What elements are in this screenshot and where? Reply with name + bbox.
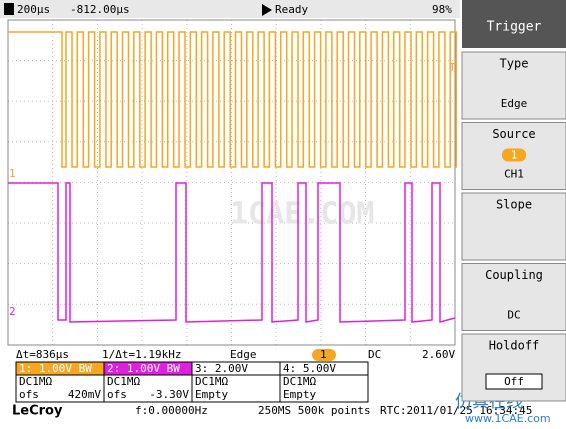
channel-coupling: DC1MΩ xyxy=(107,375,140,388)
icon xyxy=(262,4,272,16)
channel-header: 3: 2.00V xyxy=(195,362,248,375)
menu-title-bg xyxy=(462,0,566,48)
menu-button[interactable] xyxy=(461,333,566,402)
channel-offset-label: ofs xyxy=(19,388,39,401)
menu-label: Coupling xyxy=(485,268,543,282)
channel-offset: -3.30V xyxy=(149,388,189,401)
channel-coupling: DC1MΩ xyxy=(283,375,316,388)
grid xyxy=(8,20,455,345)
menu-value: Edge xyxy=(501,97,528,110)
icon xyxy=(4,3,14,15)
source-badge xyxy=(312,349,336,361)
ch1-trace xyxy=(8,31,457,168)
watermark-url: www.1CAE.com xyxy=(465,412,551,425)
delay: -812.00µs xyxy=(70,3,130,16)
trigger-source: 1 xyxy=(320,348,327,361)
brand: LeCroy xyxy=(12,404,63,419)
menu-button[interactable] xyxy=(461,51,566,120)
channel-header: 4: 5.00V xyxy=(283,362,336,375)
channel-coupling: DC1MΩ xyxy=(19,375,52,388)
battery: 98% xyxy=(432,3,452,16)
frequency: f:0.00000Hz xyxy=(135,404,208,417)
sampling: 250MS 500k points xyxy=(258,404,371,417)
channel-coupling: DC1MΩ xyxy=(195,375,228,388)
menu-value: DC xyxy=(507,309,520,322)
badge xyxy=(502,148,526,162)
ch2-marker: 2 xyxy=(9,305,16,318)
menu-label: Holdoff xyxy=(489,339,540,353)
channel-header: 2: 1.00V BW xyxy=(107,362,180,375)
trigger-marker: T xyxy=(449,61,456,74)
channel-offset: 420mV xyxy=(68,388,101,401)
menu-title: Trigger xyxy=(487,20,542,35)
ch2-trace xyxy=(8,182,456,323)
menu-label: Source xyxy=(492,127,535,141)
state: Ready xyxy=(275,3,308,16)
trigger-type: Edge xyxy=(230,348,257,361)
menu-label: Slope xyxy=(496,198,532,212)
menu-value: Off xyxy=(504,375,524,388)
timebase: 200µs xyxy=(17,3,50,16)
menu-button[interactable] xyxy=(461,263,566,331)
channel-offset-label: Empty xyxy=(195,388,228,401)
clock: RTC:2011/01/25 16:34:45 xyxy=(380,404,532,417)
level: 2.60V xyxy=(422,348,455,361)
menu-badge: 1 xyxy=(511,149,518,162)
coupling: DC xyxy=(368,348,381,361)
menu-value: CH1 xyxy=(504,168,524,181)
inverse-delta-t: 1/Δt=1.19kHz xyxy=(102,348,181,361)
channel-offset-label: ofs xyxy=(107,388,127,401)
channel-header: 1: 1.00V BW xyxy=(19,362,92,375)
delta-t: Δt=836µs xyxy=(16,348,69,361)
channel-offset-label: Empty xyxy=(283,388,316,401)
menu-button[interactable] xyxy=(461,192,566,261)
menu-label: Type xyxy=(500,57,529,71)
channel-header-bg xyxy=(279,361,369,376)
watermark: 1CAE.COM xyxy=(230,197,375,232)
value-box xyxy=(485,373,543,390)
ch1-marker: 1 xyxy=(9,167,16,180)
status-bar xyxy=(0,0,460,18)
